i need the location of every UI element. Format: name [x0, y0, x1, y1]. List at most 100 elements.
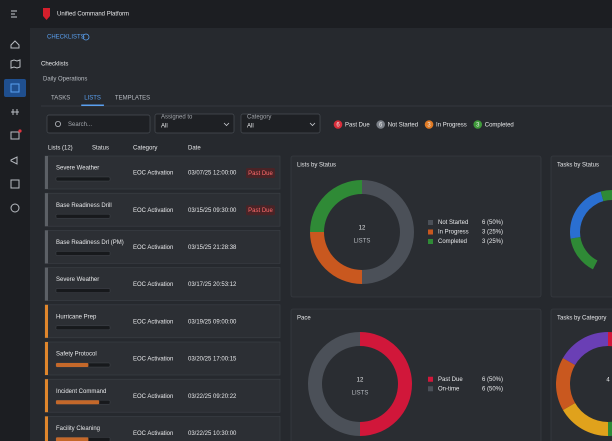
center-label: LISTS — [352, 391, 369, 397]
card — [550, 155, 612, 298]
donut-decoration — [556, 358, 576, 410]
assigned-label: Assigned to — [161, 115, 193, 121]
status-label: Not Started — [388, 122, 418, 128]
row-date: 03/22/25 09:20:22 — [188, 394, 237, 400]
progress-fill — [56, 437, 89, 441]
row-accent — [45, 156, 48, 189]
status-chip — [333, 120, 343, 129]
status-count: 3 — [476, 122, 480, 128]
list-row[interactable] — [44, 378, 281, 413]
list-row[interactable] — [44, 341, 281, 376]
row-date: 03/17/25 20:53:12 — [188, 282, 237, 288]
dropdown-caret — [309, 122, 316, 127]
progress-track — [55, 325, 111, 330]
legend-label: Completed — [438, 239, 467, 245]
donut-segment — [310, 180, 362, 232]
row-name: Safety Protocol — [56, 352, 97, 358]
donut-decoration — [608, 421, 612, 436]
tab[interactable]: TEMPLATES — [115, 96, 150, 102]
row-date: 03/07/25 12:00:00 — [188, 171, 237, 177]
status-count: 3 — [427, 122, 431, 128]
donut-segment — [308, 332, 360, 436]
legend-swatch — [428, 239, 433, 244]
donut-decoration — [562, 403, 608, 436]
row-category: EOC Activation — [133, 394, 173, 400]
logo — [43, 8, 50, 20]
progress-track — [55, 213, 111, 219]
list-row[interactable] — [44, 155, 281, 190]
card-title: Tasks by Category — [557, 316, 606, 322]
sidebar-icons — [4, 40, 26, 213]
progress-fill — [56, 363, 89, 367]
row-name: Incident Command — [56, 389, 106, 395]
assigned-value: All — [161, 124, 168, 130]
row-name: Hurricane Prep — [56, 314, 97, 320]
list-row[interactable] — [44, 230, 281, 264]
legend-value: 6 (50%) — [482, 386, 503, 392]
badge — [246, 205, 275, 216]
row-name: Base Readiness Drl (PM) — [56, 240, 124, 246]
row-name: Facility Cleaning — [56, 426, 100, 432]
row-category: EOC Activation — [133, 431, 173, 437]
legend-swatch — [428, 376, 433, 382]
column-header: Date — [188, 146, 201, 152]
nav-messages[interactable] — [10, 131, 20, 140]
nav-link[interactable] — [11, 109, 19, 115]
assigned-dropdown[interactable] — [154, 113, 235, 134]
row-accent — [45, 267, 48, 301]
donut-decoration — [570, 194, 598, 239]
notification-dot — [18, 129, 22, 133]
content: TASKS LISTS TEMPLATES 6 Past Due 6 Not Started… — [44, 96, 612, 441]
badge — [246, 168, 275, 178]
status-count: 6 — [336, 122, 340, 128]
tab[interactable]: LISTS — [84, 96, 101, 102]
breadcrumb[interactable]: CHECKLISTS — [47, 35, 85, 41]
legend-label: Past Due — [438, 377, 463, 383]
legend-swatch — [428, 220, 433, 225]
column-header: Category — [133, 146, 157, 152]
row-category: EOC Activation — [133, 357, 173, 363]
legend-label: In Progress — [438, 230, 469, 236]
row-accent — [45, 379, 48, 413]
dropdown-caret — [223, 122, 230, 127]
page-title: Checklists — [41, 62, 68, 68]
nav-settings[interactable] — [10, 203, 20, 213]
list-row[interactable] — [44, 304, 281, 339]
center-label: LISTS — [354, 239, 371, 245]
row-name: Base Readiness Drill — [56, 203, 112, 209]
menu-icon[interactable] — [11, 10, 17, 18]
donut-segment — [362, 180, 414, 284]
center-value: 4 — [606, 378, 610, 384]
row-name: Severe Weather — [56, 277, 99, 283]
legend-value: 3 (25%) — [482, 239, 503, 245]
tab[interactable]: TASKS — [51, 96, 70, 102]
center-value: 12 — [359, 226, 366, 232]
nav-home[interactable] — [10, 40, 20, 49]
row-accent — [45, 193, 48, 227]
legend-swatch — [428, 229, 433, 235]
nav-active-bg — [4, 79, 26, 97]
legend-value: 6 (50%) — [482, 377, 503, 383]
progress-track — [55, 288, 111, 293]
search-box[interactable] — [46, 114, 151, 134]
list-row[interactable] — [44, 192, 281, 227]
progress-fill — [56, 400, 100, 405]
badge-text: Past Due — [248, 208, 273, 214]
category-dropdown[interactable] — [240, 113, 321, 134]
nav-announce[interactable] — [10, 156, 18, 165]
nav-save[interactable] — [10, 179, 20, 189]
donut-segment — [310, 232, 362, 284]
category-label: Category — [247, 115, 271, 121]
list-row[interactable] — [44, 267, 281, 301]
nav-checklists[interactable] — [10, 83, 20, 93]
row-accent — [45, 416, 48, 441]
tab-indicator — [81, 104, 104, 106]
status-count: 6 — [379, 122, 383, 128]
status-label: Completed — [485, 122, 514, 128]
row-category: EOC Activation — [133, 171, 173, 177]
breadcrumb-close[interactable] — [82, 33, 90, 41]
status-label: Past Due — [345, 122, 370, 128]
legend-swatch — [428, 386, 433, 392]
nav-map[interactable] — [10, 59, 21, 69]
progress-track — [55, 251, 111, 256]
